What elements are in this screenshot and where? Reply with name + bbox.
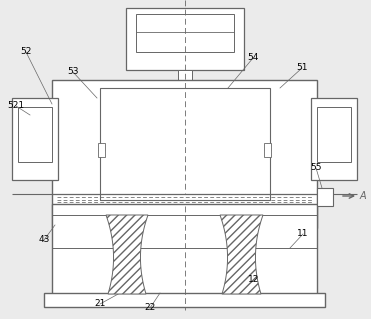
Bar [126,8,244,70]
Text: 51: 51 [296,63,308,72]
Bar [44,293,325,307]
Text: 22: 22 [144,303,155,313]
Bar [18,107,52,162]
Polygon shape [106,215,148,294]
Bar [12,98,58,180]
Bar [100,88,270,200]
Text: 521: 521 [7,101,24,110]
Bar [52,80,317,228]
Bar [52,204,317,294]
Bar [317,188,333,206]
Bar [178,70,192,80]
Text: 52: 52 [20,48,32,56]
Text: 43: 43 [38,235,50,244]
Text: A: A [360,191,367,201]
Text: 54: 54 [247,54,259,63]
Text: 11: 11 [297,229,309,239]
Text: 53: 53 [67,68,79,77]
Text: 12: 12 [248,276,260,285]
Bar [136,14,234,52]
Polygon shape [220,215,263,294]
Bar [264,143,271,157]
Bar [98,143,105,157]
Bar [317,107,351,162]
Text: 21: 21 [94,300,106,308]
Text: 55: 55 [310,164,322,173]
Bar [311,98,357,180]
